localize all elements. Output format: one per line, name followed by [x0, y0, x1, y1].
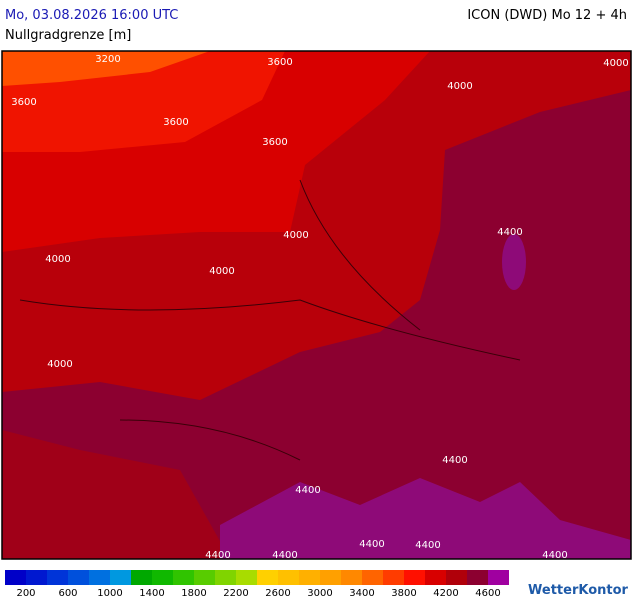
legend-swatch [278, 570, 299, 585]
legend-swatch [341, 570, 362, 585]
legend-tick-label: 600 [58, 588, 77, 599]
contour-label: 3200 [95, 54, 120, 65]
contour-label: 4400 [205, 550, 230, 561]
contour-label: 4000 [603, 58, 628, 69]
legend-swatch [110, 570, 131, 585]
legend-tick-label: 2600 [265, 588, 290, 599]
legend-tick-label: 3000 [307, 588, 332, 599]
legend-swatch [5, 570, 26, 585]
legend-swatch [299, 570, 320, 585]
contour-label: 4000 [209, 266, 234, 277]
legend-swatch [467, 570, 488, 585]
legend-tick-label: 4600 [475, 588, 500, 599]
legend-swatch [173, 570, 194, 585]
legend-tick-label: 2200 [223, 588, 248, 599]
legend-tick-label: 3800 [391, 588, 416, 599]
legend-swatch [152, 570, 173, 585]
contour-label: 4400 [542, 550, 567, 561]
model-run: ICON (DWD) Mo 12 + 4h [467, 8, 627, 23]
legend-swatch [26, 570, 47, 585]
legend-swatch [89, 570, 110, 585]
map-field [2, 430, 230, 559]
logo: WetterKontor [528, 583, 629, 598]
contour-label: 4000 [283, 230, 308, 241]
contour-label: 3600 [11, 97, 36, 108]
legend-swatch [68, 570, 89, 585]
contour-label: 4400 [359, 539, 384, 550]
contour-label: 4400 [295, 485, 320, 496]
legend-swatch [320, 570, 341, 585]
legend-tick-label: 200 [16, 588, 35, 599]
map-frame [1, 50, 632, 560]
legend-swatch [383, 570, 404, 585]
legend: 200 600 1000 1400 1800 2200 2600 3000 3400 3800 42… [5, 570, 509, 599]
legend-swatch [425, 570, 446, 585]
legend-swatch [362, 570, 383, 585]
legend-swatch [404, 570, 425, 585]
legend-tick-label: 3400 [349, 588, 374, 599]
border [19, 179, 521, 461]
legend-swatch [488, 570, 509, 585]
datetime: Mo, 03.08.2026 16:00 UTC [5, 8, 178, 23]
contour-label: 4400 [415, 540, 440, 551]
contour-label: 4000 [47, 359, 72, 370]
parameter: Nullgradgrenze [m] [5, 28, 131, 43]
legend-swatch [215, 570, 236, 585]
map: 3200 3600 4000 3600 4000 3600 3600 4000 4400 4000… [1, 50, 632, 561]
legend-tick-label: 4200 [433, 588, 458, 599]
contour-label: 3600 [262, 137, 287, 148]
legend-tick-label: 1800 [181, 588, 206, 599]
legend-swatch [446, 570, 467, 585]
map-field [502, 234, 526, 290]
contour-label: 3600 [267, 57, 292, 68]
legend-tick-label: 1000 [97, 588, 122, 599]
contour-label: 4400 [497, 227, 522, 238]
legend-swatch [131, 570, 152, 585]
legend-swatch [194, 570, 215, 585]
contour-label: 4400 [272, 550, 297, 561]
legend-swatch [47, 570, 68, 585]
contour-label: 4000 [447, 81, 472, 92]
legend-swatch [236, 570, 257, 585]
contour-label: 4000 [45, 254, 70, 265]
map-field [2, 51, 210, 86]
map-field [220, 478, 631, 559]
legend-tick-label: 1400 [139, 588, 164, 599]
contour-label: 3600 [163, 117, 188, 128]
legend-swatch [257, 570, 278, 585]
contour-label: 4400 [442, 455, 467, 466]
